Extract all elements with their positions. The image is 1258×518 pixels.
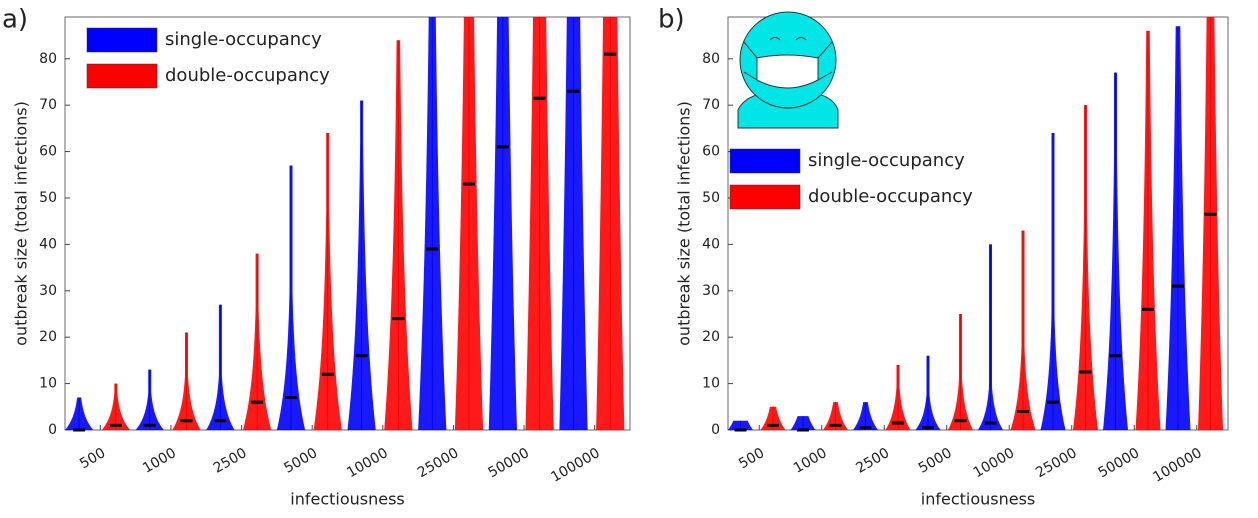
violin — [101, 383, 130, 430]
violin — [1073, 105, 1098, 430]
violin — [242, 253, 272, 430]
violin — [384, 40, 413, 431]
y-tick-label: 40 — [39, 236, 57, 252]
y-tick-label: 40 — [702, 236, 720, 252]
violin — [728, 420, 753, 430]
legend-swatch — [729, 184, 801, 210]
violin — [915, 355, 941, 430]
panel-label: a) — [2, 5, 28, 35]
violin — [206, 304, 235, 430]
x-tick-label: 10000 — [344, 445, 391, 481]
violin — [760, 406, 786, 430]
legend-swatch — [729, 148, 801, 174]
x-tick-label: 1000 — [791, 445, 830, 477]
x-axis-label: infectiousness — [921, 490, 1036, 509]
violin — [559, 17, 588, 430]
x-tick-label: 5000 — [281, 445, 320, 477]
violin — [135, 369, 164, 430]
violin — [454, 17, 484, 430]
y-tick-label: 50 — [702, 190, 720, 206]
x-tick-label: 5000 — [916, 445, 955, 477]
y-tick-label: 80 — [702, 51, 720, 67]
y-tick-label: 0 — [711, 422, 720, 438]
x-tick-label: 100000 — [1150, 445, 1204, 486]
y-tick-label: 10 — [702, 376, 720, 392]
y-tick-label: 20 — [39, 329, 57, 345]
y-tick-label: 20 — [702, 329, 720, 345]
x-tick-label: 2500 — [211, 445, 250, 477]
x-axis-label: infectiousness — [290, 490, 405, 509]
violin — [347, 100, 376, 431]
violin — [823, 402, 848, 430]
legend-label: double-occupancy — [165, 65, 330, 86]
violin — [525, 17, 554, 430]
y-tick-label: 80 — [39, 51, 57, 67]
violin — [1165, 26, 1191, 431]
violin — [596, 17, 625, 430]
violin — [172, 332, 201, 430]
y-tick-label: 60 — [39, 144, 57, 160]
violin — [65, 397, 94, 430]
y-tick-label: 30 — [39, 283, 57, 299]
x-tick-label: 500 — [77, 445, 108, 472]
y-tick-label: 70 — [702, 97, 720, 113]
violin — [418, 17, 447, 430]
violin — [1103, 72, 1128, 430]
x-tick-label: 25000 — [415, 445, 462, 481]
panel-label: b) — [658, 5, 685, 35]
violin — [885, 365, 911, 430]
violin — [790, 416, 816, 430]
violin — [853, 402, 878, 430]
violin — [313, 133, 342, 430]
y-tick-label: 10 — [39, 376, 57, 392]
y-tick-label: 50 — [39, 190, 57, 206]
legend-swatch — [86, 27, 158, 53]
x-tick-label: 50000 — [485, 445, 532, 481]
violin — [978, 244, 1003, 430]
x-tick-label: 10000 — [971, 445, 1018, 481]
legend-label: double-occupancy — [808, 186, 973, 207]
y-tick-label: 0 — [48, 422, 57, 438]
x-tick-label: 2500 — [853, 445, 892, 477]
x-tick-label: 500 — [736, 445, 767, 472]
x-tick-label: 50000 — [1096, 445, 1143, 481]
y-tick-label: 70 — [39, 97, 57, 113]
violin — [1198, 17, 1223, 430]
y-axis-label: outbreak size (total infections) — [675, 101, 694, 346]
legend-label: single-occupancy — [808, 150, 965, 171]
y-tick-label: 30 — [702, 283, 720, 299]
legend-label: single-occupancy — [165, 29, 322, 50]
y-axis-label: outbreak size (total infections) — [12, 101, 31, 346]
violin — [1135, 30, 1161, 430]
y-tick-label: 60 — [702, 144, 720, 160]
violin — [488, 17, 517, 430]
violin — [1010, 230, 1036, 430]
violin — [276, 165, 306, 430]
violin — [1040, 133, 1066, 430]
legend-swatch — [86, 63, 158, 89]
mask-icon — [737, 11, 839, 129]
x-tick-label: 25000 — [1033, 445, 1080, 481]
x-tick-label: 100000 — [548, 445, 602, 486]
violin — [948, 313, 973, 430]
x-tick-label: 1000 — [140, 445, 179, 477]
